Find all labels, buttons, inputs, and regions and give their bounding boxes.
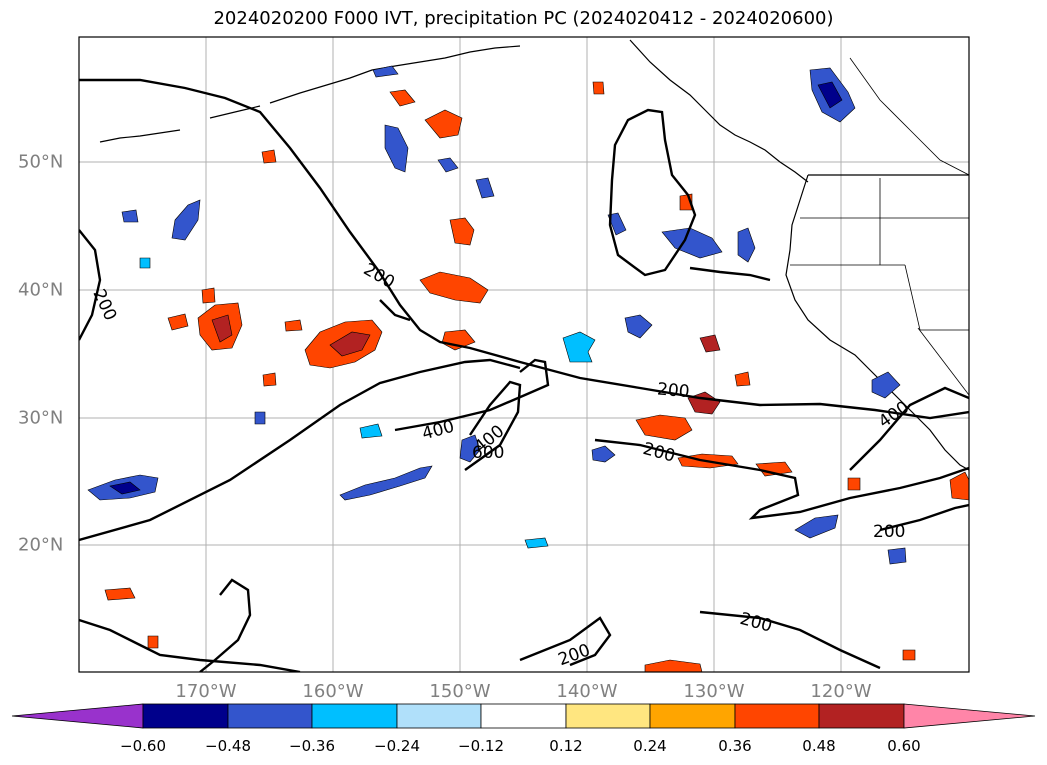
contour-label: 200 (873, 522, 905, 542)
map-frame (78, 36, 970, 673)
colorbar-swatch (311, 703, 398, 729)
lat-tick-label: 20°N (18, 534, 64, 556)
colorbar-swatch (142, 703, 229, 729)
contour-label: 200 (360, 259, 398, 293)
colorbar-label: 0.24 (633, 737, 667, 755)
lon-tick-label: 150°W (429, 681, 491, 702)
map-title: 2024020200 F000 IVT, precipitation PC (2… (213, 8, 834, 29)
lat-tick-label: 40°N (18, 279, 64, 301)
precip-positive (104, 81, 969, 672)
colorbar-swatch (734, 703, 820, 729)
colorbar-extend-min (11, 703, 144, 729)
colorbar-swatch (396, 703, 482, 729)
lon-tick-label: 130°W (683, 681, 745, 702)
lon-tick-label: 170°W (175, 681, 237, 702)
contour-label: 200 (641, 439, 678, 467)
colorbar-label: −0.12 (458, 737, 504, 755)
colorbar-label: 0.36 (718, 737, 752, 755)
colorbar-label: 0.48 (802, 737, 836, 755)
colorbar (11, 703, 1036, 729)
colorbar-swatch (565, 703, 651, 729)
colorbar-label: −0.48 (205, 737, 251, 755)
precip-negative (87, 65, 907, 565)
gridlines (79, 37, 969, 672)
lon-tick-label: 140°W (556, 681, 618, 702)
map-content: 200 200 200 200 200 200 200 400 400 400 … (79, 37, 969, 672)
contour-label: 200 (738, 609, 775, 637)
contour-label: 200 (656, 379, 690, 402)
contour-label: 600 (472, 443, 504, 463)
colorbar-swatch (480, 703, 567, 729)
lon-tick-label: 120°W (810, 681, 872, 702)
colorbar-extend-max (903, 703, 1036, 729)
lon-tick-label: 160°W (302, 681, 364, 702)
contour-label: 400 (420, 417, 457, 445)
state-borders (790, 57, 969, 396)
lat-tick-label: 50°N (18, 151, 64, 173)
colorbar-swatch (818, 703, 905, 729)
lat-tick-label: 30°N (18, 407, 64, 429)
colorbar-swatch (227, 703, 313, 729)
colorbar-label: −0.36 (289, 737, 335, 755)
colorbar-label: 0.60 (887, 737, 921, 755)
ivt-contours (79, 78, 969, 672)
colorbar-label: 0.12 (549, 737, 583, 755)
contour-label: 400 (875, 397, 913, 432)
colorbar-swatch (649, 703, 736, 729)
colorbar-label: −0.60 (120, 737, 166, 755)
colorbar-label: −0.24 (374, 737, 420, 755)
